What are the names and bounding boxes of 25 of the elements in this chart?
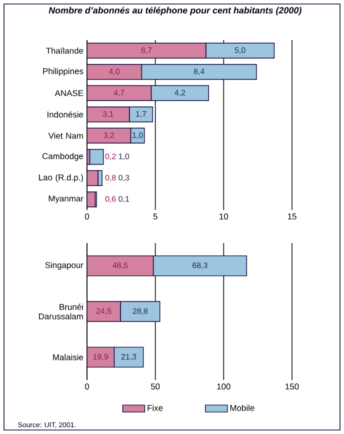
y-tick-label: Thaïlande [46, 48, 84, 54]
legend-label: Mobile [230, 404, 254, 411]
y-tick-label: Viet Nam [48, 132, 83, 139]
bar [86, 192, 96, 208]
y-tick-label: Brunéi Darussalam [38, 304, 83, 320]
chart-title: Nombre d’abonnés au téléphone pour cent habitants (2000) [48, 6, 302, 16]
x-tick-label: 0 [84, 214, 90, 220]
x-tick-label: 50 [150, 384, 160, 390]
x-tick-label: 15 [288, 214, 296, 220]
y-tick-label: Malaisie [53, 354, 84, 360]
x-tick-label: 150 [286, 384, 299, 390]
x-tick-label: 5 [153, 214, 158, 220]
y-tick-label: ANASE [54, 90, 84, 96]
y-tick-label: Singapour [45, 262, 84, 270]
bar [89, 149, 104, 165]
x-tick-label: 0 [84, 384, 90, 390]
y-tick-label: Philippines [43, 68, 84, 76]
bar [86, 170, 98, 186]
y-tick-label: Cambodge [42, 152, 84, 161]
y-tick-label: Myanmar [48, 196, 84, 204]
x-tick-label: 100 [217, 384, 230, 390]
legend-label: Fixe [148, 404, 163, 411]
y-tick-label: Indonésie [48, 111, 84, 118]
x-tick-label: 10 [220, 214, 228, 220]
y-tick-label: Lao (R.d.p.) [38, 174, 83, 182]
